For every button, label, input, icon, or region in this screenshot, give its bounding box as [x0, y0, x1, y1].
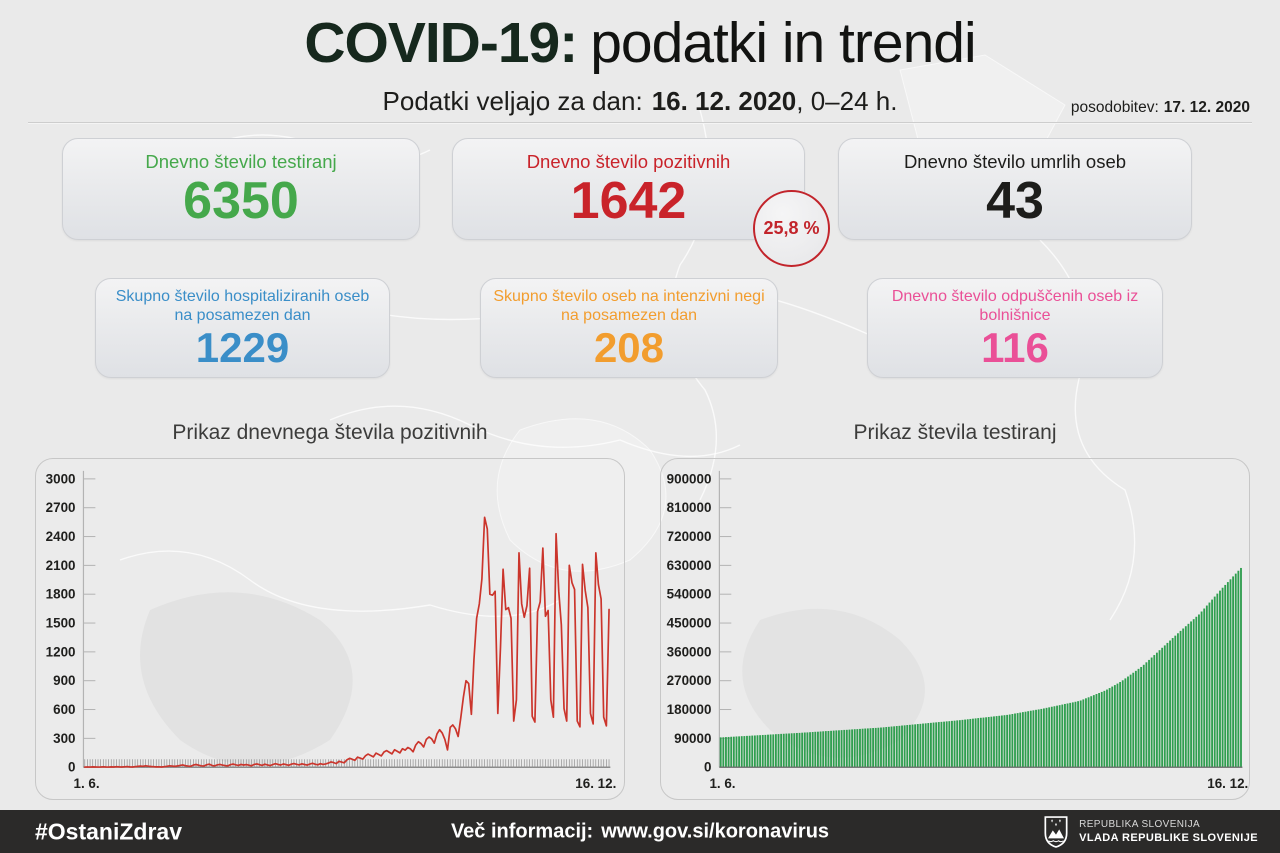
svg-text:720000: 720000: [667, 529, 712, 544]
stat-value: 116: [981, 324, 1049, 372]
subtitle-prefix: Podatki veljajo za dan:: [382, 86, 643, 116]
stat-value: 1229: [195, 324, 290, 372]
slovenia-coat-of-arms-icon: [1044, 815, 1068, 848]
svg-text:2400: 2400: [46, 529, 76, 544]
svg-text:1. 6.: 1. 6.: [709, 776, 735, 791]
stat-label: Dnevno število pozitivnih: [526, 150, 731, 172]
stat-value: 208: [593, 324, 665, 372]
svg-text:3000: 3000: [46, 471, 76, 486]
svg-text:2700: 2700: [46, 500, 76, 515]
stat-card-daily-positive: Dnevno število pozitivnih 1642: [452, 138, 805, 240]
svg-text:1. 6.: 1. 6.: [74, 776, 100, 791]
more-info-label: Več informacij:: [450, 820, 594, 842]
svg-text:810000: 810000: [667, 500, 712, 515]
svg-text:300: 300: [53, 731, 75, 746]
svg-text:1200: 1200: [46, 644, 76, 659]
svg-text:16. 12.: 16. 12.: [1207, 776, 1248, 791]
header-divider: [28, 122, 1252, 124]
svg-text:360000: 360000: [667, 644, 712, 659]
svg-text:0: 0: [704, 760, 711, 775]
update-date: 17. 12. 2020: [1163, 99, 1250, 116]
title-covid-label: COVID-19:: [304, 11, 578, 75]
daily-positive-line-chart: 0 300 600 900 1200 1500 1800 2100 2400 2700 3000 1.…: [46, 470, 616, 791]
ostani-zdrav-hashtag: #OstaniZdrav: [35, 818, 182, 844]
tests-chart-title: Prikaz števila testiranj: [853, 421, 1057, 444]
stat-value: 6350: [183, 172, 299, 231]
stat-label: Dnevno število odpuščenih oseb iz bolniš…: [891, 287, 1139, 324]
stat-value: 1642: [570, 172, 687, 231]
footer-bar: #OstaniZdrav Več informacij: www.gov.si/k…: [0, 810, 1280, 853]
svg-text:540000: 540000: [667, 587, 712, 602]
tests-bar-chart: 0 90000 180000 270000 360000 450000 540000 6300…: [667, 470, 1248, 791]
positive-share-badge: 25,8 %: [753, 190, 830, 267]
positive-share-value: 25,8 %: [763, 218, 820, 238]
stat-card-daily-tests: Dnevno število testiranj 6350: [62, 138, 420, 240]
stat-label: Skupno število hospitaliziranih oseb na …: [115, 287, 370, 324]
svg-text:270000: 270000: [667, 673, 712, 688]
stat-value: 43: [986, 172, 1044, 231]
subtitle-date: 16. 12. 2020: [651, 86, 797, 116]
svg-text:630000: 630000: [667, 558, 712, 573]
stat-card-discharged: Dnevno število odpuščenih oseb iz bolniš…: [867, 278, 1163, 378]
gov-line-republic: REPUBLIKA SLOVENIJA: [1079, 818, 1201, 830]
daily-positive-chart-panel: 0 300 600 900 1200 1500 1800 2100 2400 2700 3000 1.…: [35, 458, 625, 800]
government-signature: REPUBLIKA SLOVENIJA VLADA REPUBLIKE SLOV…: [1043, 815, 1258, 848]
svg-text:90000: 90000: [674, 731, 711, 746]
tests-chart-panel: 0 90000 180000 270000 360000 450000 540000 6300…: [660, 458, 1250, 800]
svg-text:0: 0: [68, 760, 75, 775]
koronavirus-link[interactable]: www.gov.si/koronavirus: [601, 820, 830, 842]
stat-card-daily-deaths: Dnevno število umrlih oseb 43: [838, 138, 1192, 240]
last-update-label: posodobitev: 17. 12. 2020: [1071, 99, 1250, 117]
svg-text:180000: 180000: [667, 702, 712, 717]
svg-text:2100: 2100: [46, 558, 76, 573]
government-text: REPUBLIKA SLOVENIJA VLADA REPUBLIKE SLOV…: [1079, 818, 1258, 845]
stat-card-icu: Skupno število oseb na intenzivni negi n…: [480, 278, 778, 378]
svg-text:450000: 450000: [667, 616, 712, 631]
svg-text:900: 900: [53, 673, 75, 688]
title-rest-label: podatki in trendi: [590, 11, 976, 75]
svg-text:900000: 900000: [667, 471, 712, 486]
svg-text:1500: 1500: [46, 616, 76, 631]
stat-label: Skupno število oseb na intenzivni negi n…: [493, 287, 765, 324]
stat-card-hospitalized: Skupno število hospitaliziranih oseb na …: [95, 278, 390, 378]
update-prefix: posodobitev:: [1070, 99, 1159, 116]
stat-label: Dnevno število umrlih oseb: [903, 150, 1127, 172]
page-title: COVID-19: podatki in trendi: [0, 12, 1280, 75]
data-validity-subtitle: Podatki veljajo za dan: 16. 12. 2020, 0–2…: [0, 86, 1280, 117]
svg-text:16. 12.: 16. 12.: [575, 776, 616, 791]
stat-label: Dnevno število testiranj: [145, 150, 337, 172]
svg-text:1800: 1800: [46, 587, 76, 602]
subtitle-suffix: , 0–24 h.: [796, 86, 898, 116]
gov-line-vlada: VLADA REPUBLIKE SLOVENIJE: [1079, 831, 1258, 844]
more-info-text: Več informacij: www.gov.si/koronavirus: [451, 820, 829, 843]
svg-text:600: 600: [53, 702, 75, 717]
daily-positive-chart-title: Prikaz dnevnega števila pozitivnih: [172, 421, 488, 444]
